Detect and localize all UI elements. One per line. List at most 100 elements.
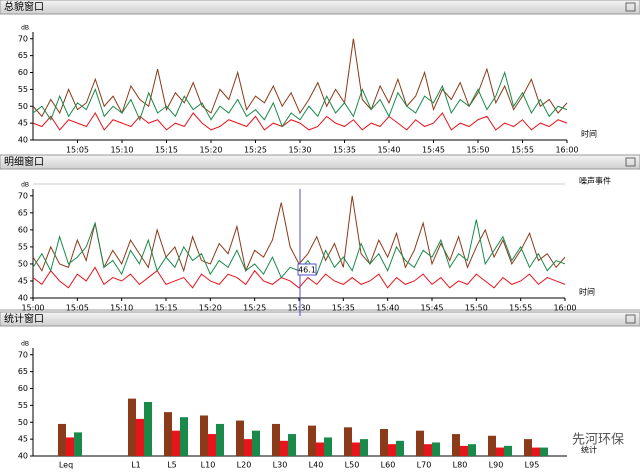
bar: [164, 412, 172, 456]
x-tick-label: 15:20: [199, 304, 222, 313]
x-tick-label: L5: [167, 461, 177, 470]
y-tick-label: 70: [18, 34, 28, 43]
x-tick-label: 15:50: [466, 146, 489, 155]
x-tick-label: L20: [237, 461, 252, 470]
bar: [324, 437, 332, 456]
x-tick-label: L10: [201, 461, 216, 470]
window-button[interactable]: [625, 314, 636, 324]
bar: [360, 439, 368, 456]
bar: [308, 425, 316, 456]
event-label: 噪声事件: [579, 176, 611, 186]
x-tick-label: L30: [273, 461, 288, 470]
x-tick-label: 15:35: [332, 304, 355, 313]
x-axis-label: 统计: [581, 445, 597, 455]
marker-box: [297, 263, 317, 276]
x-tick-label: Leq: [59, 461, 73, 470]
bar: [280, 440, 288, 456]
bar: [74, 432, 82, 456]
marker-label: 46.1: [298, 266, 316, 275]
x-tick-label: 15:40: [377, 146, 400, 155]
x-tick-label: L95: [525, 461, 540, 470]
x-tick-label: 15:55: [511, 146, 534, 155]
x-tick-label: L90: [489, 461, 504, 470]
bar: [524, 439, 532, 456]
y-unit: dB: [21, 341, 29, 348]
y-tick-label: 50: [18, 259, 28, 268]
window-title: 明细窗口: [4, 155, 44, 168]
y-tick-label: 55: [18, 242, 28, 251]
bar: [208, 434, 216, 456]
x-tick-label: 15:30: [288, 146, 311, 155]
window-title: 统计窗口: [4, 312, 44, 325]
bar: [66, 437, 74, 456]
y-tick-label: 45: [18, 435, 28, 444]
window-title: 总貌窗口: [4, 0, 44, 13]
x-tick-label: 15:15: [154, 304, 177, 313]
x-tick-label: 15:45: [420, 304, 443, 313]
x-tick-label: 15:30: [287, 304, 310, 313]
x-tick-label: L80: [453, 461, 468, 470]
y-tick-label: 40: [18, 136, 28, 145]
x-tick-label: L60: [381, 461, 396, 470]
bar: [460, 445, 468, 456]
window-button[interactable]: [625, 2, 636, 12]
watermark: 先河环保: [572, 433, 624, 448]
x-tick-label: L40: [309, 461, 324, 470]
y-tick-label: 65: [18, 208, 28, 217]
bar: [216, 423, 224, 456]
title-bar: [0, 154, 640, 170]
y-tick-label: 65: [18, 51, 28, 60]
x-tick-label: 15:20: [199, 146, 222, 155]
bar: [200, 415, 208, 456]
x-tick-label: L50: [345, 461, 360, 470]
x-tick-label: 16:00: [553, 304, 576, 313]
x-tick-label: 15:15: [155, 146, 178, 155]
title-bar: [0, 0, 640, 15]
bar: [532, 447, 540, 456]
series-line: [32, 266, 566, 289]
x-tick-label: 15:50: [465, 304, 488, 313]
series-line: [32, 112, 568, 131]
y-unit: dB: [21, 25, 29, 32]
bar: [172, 430, 180, 456]
x-tick-label: 15:05: [66, 146, 89, 155]
y-tick-label: 60: [18, 225, 28, 234]
x-tick-label: L70: [417, 461, 432, 470]
x-tick-label: 15:40: [376, 304, 399, 313]
x-axis-label: 时间: [581, 129, 597, 139]
y-tick-label: 50: [18, 418, 28, 427]
y-tick-label: 65: [18, 367, 28, 376]
bar: [540, 447, 548, 456]
y-tick-label: 45: [18, 119, 28, 128]
bar: [452, 434, 460, 456]
bar: [180, 417, 188, 456]
y-tick-label: 60: [18, 384, 28, 393]
bar: [496, 447, 504, 456]
bar: [396, 440, 404, 456]
window-button[interactable]: [625, 157, 636, 167]
x-tick-label: 16:00: [555, 146, 578, 155]
y-tick-label: 55: [18, 401, 28, 410]
x-tick-label: 15:25: [244, 146, 267, 155]
bar: [58, 423, 66, 456]
bar: [136, 418, 144, 456]
bar: [352, 442, 360, 456]
bar: [236, 420, 244, 456]
x-axis-label: 时间: [579, 287, 595, 297]
y-tick-label: 40: [18, 452, 28, 461]
bar: [432, 442, 440, 456]
y-tick-label: 70: [18, 191, 28, 200]
bar: [424, 444, 432, 456]
y-tick-label: 40: [18, 294, 28, 303]
x-tick-label: 15:10: [110, 304, 133, 313]
y-tick-label: 60: [18, 68, 28, 77]
bar: [272, 423, 280, 456]
bar: [388, 444, 396, 456]
x-tick-label: 15:35: [333, 146, 356, 155]
x-tick-label: 15:45: [422, 146, 445, 155]
title-bar: [0, 311, 640, 327]
x-tick-label: 15:55: [509, 304, 532, 313]
bar: [380, 429, 388, 456]
